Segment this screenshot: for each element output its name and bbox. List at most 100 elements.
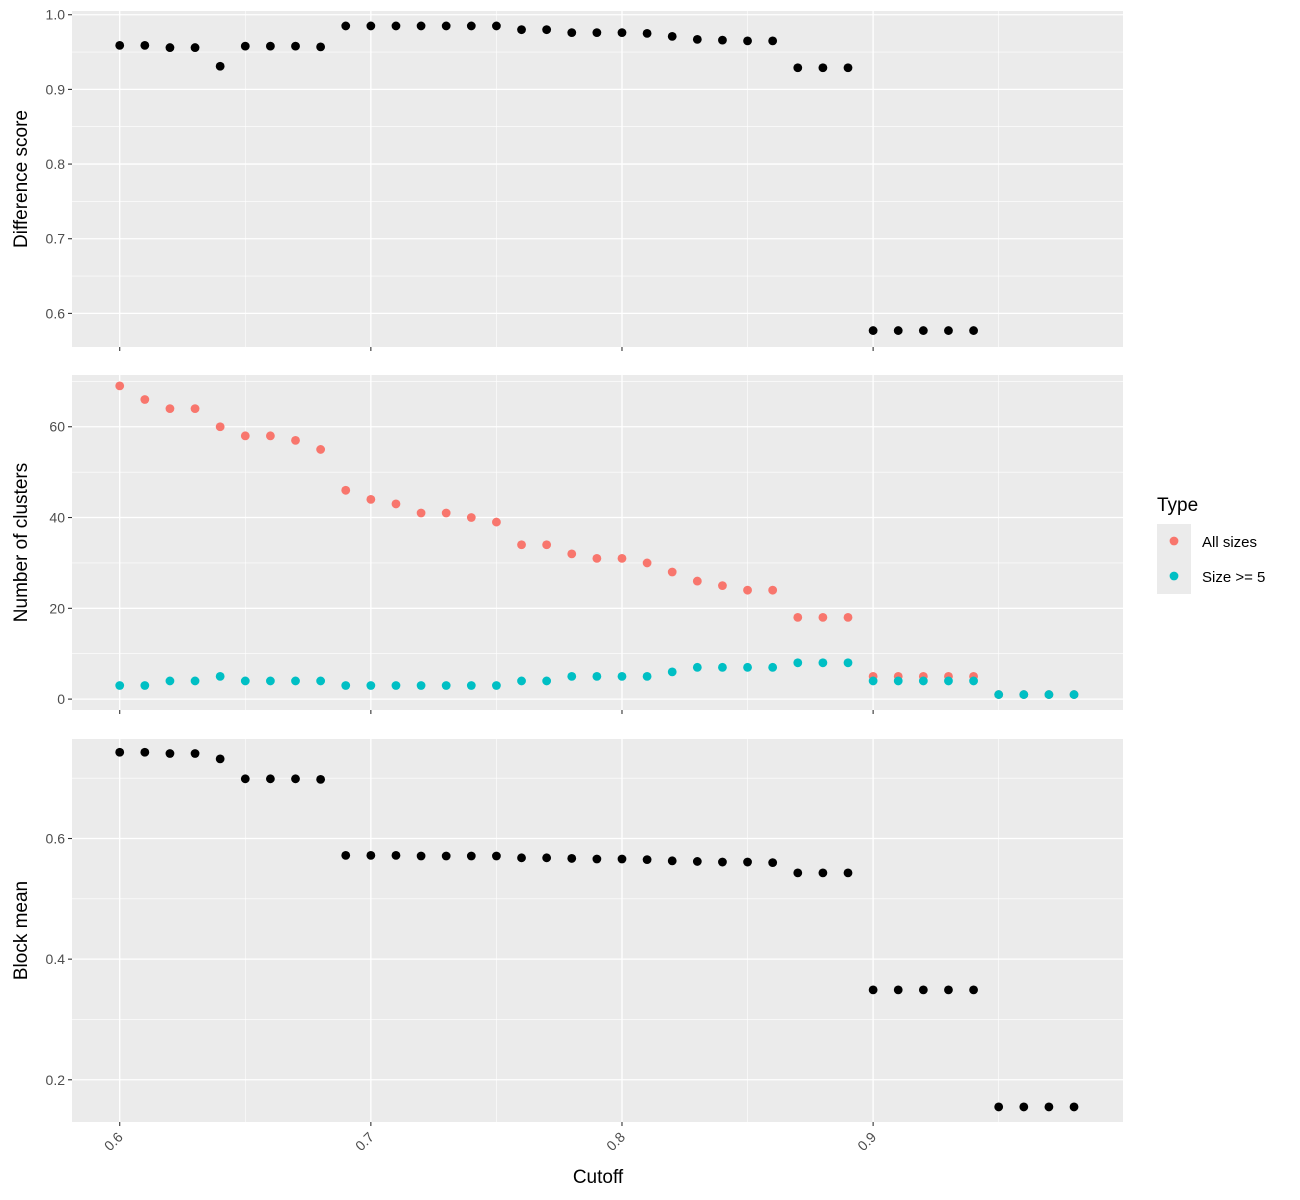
data-point bbox=[692, 34, 702, 44]
data-point bbox=[492, 681, 501, 690]
data-point bbox=[492, 851, 501, 861]
data-point bbox=[567, 28, 577, 38]
data-point bbox=[868, 676, 878, 686]
data-point bbox=[492, 517, 501, 527]
data-point bbox=[240, 431, 250, 441]
data-point bbox=[341, 485, 351, 495]
data-point bbox=[165, 749, 175, 758]
y-tick-label: 0.9 bbox=[46, 81, 66, 97]
data-point bbox=[743, 36, 752, 46]
y-tick-label: 20 bbox=[49, 600, 65, 616]
data-point bbox=[818, 612, 828, 622]
data-point bbox=[140, 747, 150, 757]
y-axis-title: Number of clusters bbox=[11, 463, 32, 622]
legend-label: Size >= 5 bbox=[1202, 569, 1265, 586]
data-point bbox=[893, 676, 903, 686]
data-point bbox=[517, 540, 526, 550]
data-point bbox=[190, 676, 200, 686]
data-point bbox=[316, 676, 326, 686]
data-point bbox=[165, 676, 175, 686]
data-point bbox=[567, 549, 577, 559]
data-point bbox=[592, 553, 602, 563]
data-point bbox=[416, 21, 426, 31]
data-point bbox=[692, 857, 702, 866]
panel-background bbox=[72, 375, 1123, 710]
data-point bbox=[567, 672, 577, 681]
data-point bbox=[416, 681, 426, 690]
y-tick-label: 0.2 bbox=[46, 1072, 66, 1088]
data-point bbox=[542, 853, 552, 863]
data-point bbox=[441, 508, 451, 518]
data-point bbox=[265, 431, 275, 441]
data-point bbox=[366, 21, 376, 31]
data-point bbox=[115, 40, 125, 50]
data-point bbox=[768, 585, 778, 595]
data-point bbox=[265, 774, 275, 784]
chart-panels: 0.6 0.7 0.8 0.9 1.0 Difference score 0 20 40 60 Nu… bbox=[11, 7, 1123, 1126]
data-point bbox=[592, 854, 602, 864]
data-point bbox=[868, 985, 878, 995]
data-point bbox=[542, 540, 552, 550]
data-point bbox=[592, 672, 602, 681]
data-point bbox=[667, 667, 677, 677]
data-point bbox=[265, 41, 275, 51]
data-point bbox=[1044, 1102, 1054, 1112]
data-point bbox=[1069, 690, 1079, 699]
data-point bbox=[316, 775, 326, 784]
data-point bbox=[291, 41, 300, 51]
data-point bbox=[165, 404, 175, 413]
data-point bbox=[115, 747, 125, 757]
legend-title: Type bbox=[1157, 495, 1198, 516]
data-point bbox=[466, 851, 476, 861]
y-tick-label: 1.0 bbox=[46, 7, 66, 23]
x-tick-label: 0.9 bbox=[854, 1129, 879, 1154]
data-point bbox=[466, 21, 476, 31]
data-point bbox=[215, 672, 225, 681]
data-point bbox=[592, 28, 602, 38]
x-axis-title: Cutoff bbox=[573, 1167, 624, 1188]
data-point bbox=[190, 43, 200, 52]
data-point bbox=[617, 553, 627, 563]
data-point bbox=[190, 404, 200, 413]
data-point bbox=[341, 681, 351, 690]
data-point bbox=[692, 662, 702, 672]
data-point bbox=[1044, 690, 1054, 699]
y-tick-label: 0.4 bbox=[46, 951, 66, 967]
data-point bbox=[692, 576, 702, 586]
data-point bbox=[793, 63, 803, 73]
data-point bbox=[843, 63, 853, 73]
data-point bbox=[190, 749, 200, 758]
panel-2: 0 20 40 60 Number of clusters bbox=[11, 375, 1123, 714]
data-point bbox=[994, 1102, 1004, 1112]
data-point bbox=[215, 61, 225, 71]
data-point bbox=[1069, 1102, 1079, 1112]
legend-key bbox=[1169, 571, 1179, 581]
y-tick-label: 0.7 bbox=[46, 231, 66, 247]
legend-key-background bbox=[1157, 524, 1191, 594]
data-point bbox=[517, 676, 526, 686]
data-point bbox=[743, 857, 752, 867]
x-tick-label: 0.7 bbox=[352, 1129, 377, 1154]
data-point bbox=[441, 851, 451, 861]
data-point bbox=[969, 676, 978, 686]
data-point bbox=[793, 612, 803, 622]
data-point bbox=[718, 857, 727, 867]
data-point bbox=[140, 681, 150, 690]
data-point bbox=[291, 435, 300, 445]
data-point bbox=[667, 31, 677, 41]
legend-label: All sizes bbox=[1202, 534, 1257, 551]
series-1 bbox=[115, 21, 978, 335]
data-point bbox=[517, 853, 526, 863]
data-point bbox=[667, 567, 677, 577]
data-point bbox=[843, 868, 853, 878]
data-point bbox=[818, 658, 828, 668]
data-point bbox=[718, 581, 727, 591]
y-tick-label: 0 bbox=[57, 691, 65, 707]
data-point bbox=[240, 41, 250, 51]
x-tick-label: 0.6 bbox=[101, 1129, 126, 1154]
data-point bbox=[391, 21, 401, 31]
data-point bbox=[366, 681, 376, 690]
y-axis-title: Block mean bbox=[11, 881, 32, 980]
data-point bbox=[517, 25, 526, 35]
